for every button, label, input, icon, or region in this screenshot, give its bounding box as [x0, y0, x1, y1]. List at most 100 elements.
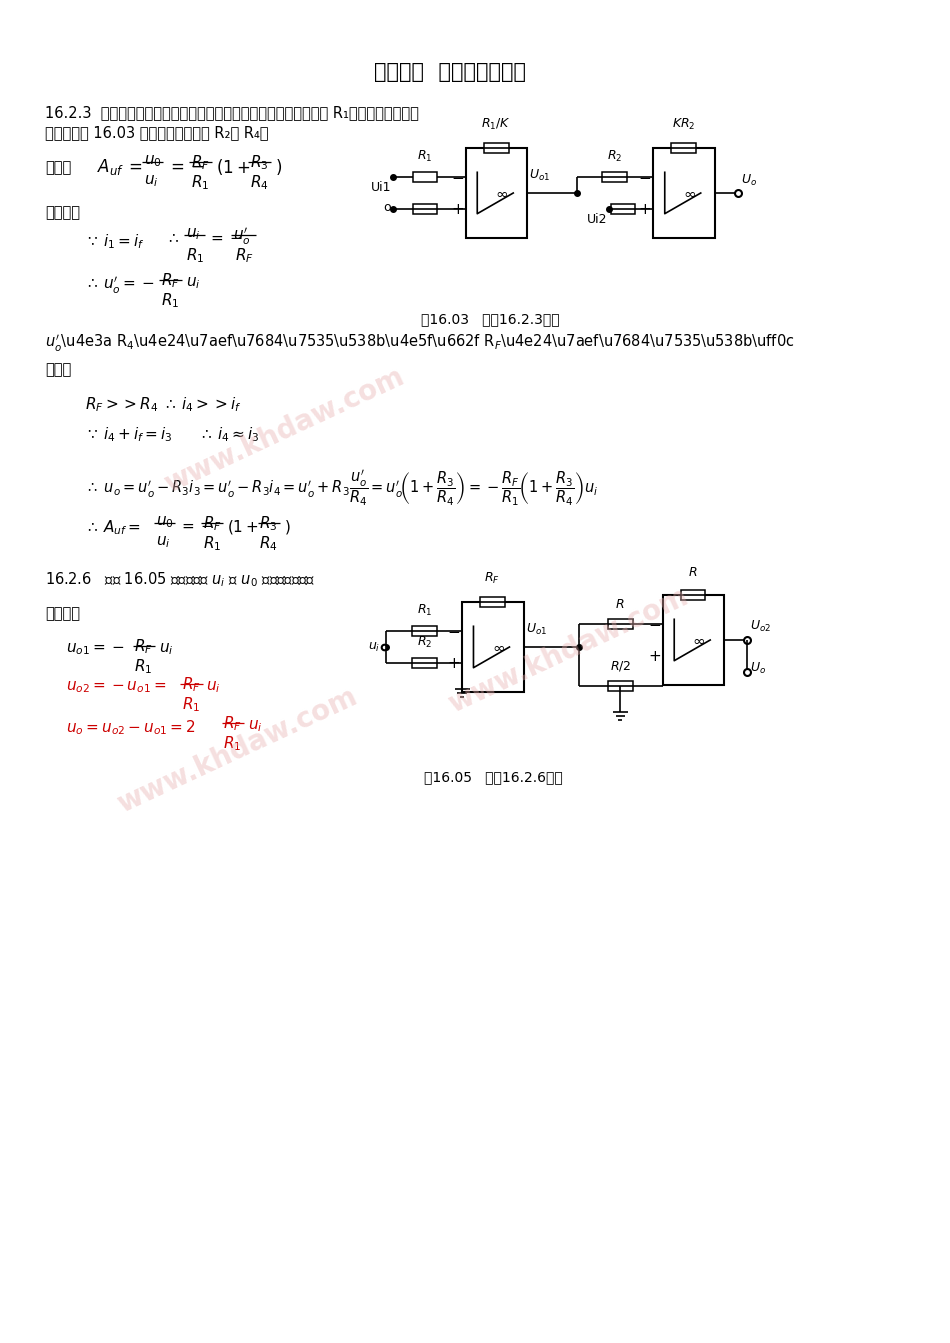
Text: $\infty$: $\infty$	[495, 185, 508, 200]
Bar	[480, 598, 504, 607]
Text: $R_1$: $R_1$	[416, 603, 432, 618]
Text: $R_F$: $R_F$	[223, 714, 242, 733]
Bar	[672, 142, 696, 153]
Bar	[608, 619, 633, 629]
Text: $= -$: $= -$	[179, 518, 214, 533]
Text: $= -$: $= -$	[208, 230, 243, 244]
Text: $R_F$: $R_F$	[161, 271, 180, 290]
Text: $u_{o2} = -u_{o1} =$: $u_{o2} = -u_{o1} =$	[66, 680, 166, 694]
Text: 试证：: 试证：	[46, 160, 71, 175]
Text: $R_4$: $R_4$	[259, 535, 278, 553]
Text: $-$: $-$	[451, 169, 464, 184]
Text: $u_i$: $u_i$	[248, 719, 262, 733]
Text: $\therefore$: $\therefore$	[165, 230, 180, 244]
Bar	[654, 148, 715, 238]
Text: $= -$: $= -$	[166, 157, 204, 175]
Text: $+$: $+$	[447, 655, 460, 670]
Text: $R_F$: $R_F$	[135, 637, 153, 655]
Text: 內16.03   习顉16.2.3的图: 內16.03 习顉16.2.3的图	[422, 312, 560, 326]
Text: 16.2.3  为了获得较高的电压放大倍数，而又可避免采用高阻值电阻 R₁，将反相比例运算: 16.2.3 为了获得较高的电压放大倍数，而又可避免采用高阻值电阻 R₁，将反相…	[46, 105, 419, 120]
Text: $\because\, i_1 = i_f$: $\because\, i_1 = i_f$	[86, 232, 144, 251]
Text: $R_F$: $R_F$	[191, 153, 210, 172]
Text: $(1+$: $(1+$	[216, 157, 251, 177]
Text: $u_0$: $u_0$	[144, 153, 162, 169]
Bar	[681, 590, 706, 600]
Text: www.khdaw.com: www.khdaw.com	[444, 582, 693, 719]
Bar	[602, 172, 627, 181]
Text: Ui2: Ui2	[586, 214, 607, 226]
Text: 电路改为图 16.03 所示的电路，并设 R₂》 R₄，: 电路改为图 16.03 所示的电路，并设 R₂》 R₄，	[46, 125, 269, 140]
Text: $U_{o1}$: $U_{o1}$	[525, 622, 547, 637]
Text: $R_1$: $R_1$	[202, 535, 221, 553]
Bar	[462, 602, 523, 692]
Text: $\therefore\, A_{uf} =$: $\therefore\, A_{uf} =$	[86, 518, 141, 537]
Text: $\therefore\, i_4 \approx i_3$: $\therefore\, i_4 \approx i_3$	[199, 424, 259, 443]
Text: $R_2$: $R_2$	[417, 635, 432, 650]
Text: $\infty$: $\infty$	[491, 639, 504, 654]
Text: $\because\, i_4 + i_f = i_3$: $\because\, i_4 + i_f = i_3$	[86, 424, 173, 443]
Text: $R/2$: $R/2$	[610, 659, 631, 673]
Text: $-$: $-$	[638, 169, 652, 184]
Bar	[412, 626, 437, 635]
Text: 「证」：: 「证」：	[46, 205, 81, 220]
Text: $R_1/K$: $R_1/K$	[482, 117, 511, 132]
Text: $u_i$: $u_i$	[206, 680, 221, 694]
Text: 16.2.6   求图 16.05 所示电路的 $u_i$ 与 $u_0$ 的运算关系式。: 16.2.6 求图 16.05 所示电路的 $u_i$ 与 $u_0$ 的运算关…	[46, 569, 315, 588]
Text: $u_o = u_{o2} - u_{o1} = 2$: $u_o = u_{o2} - u_{o1} = 2$	[66, 719, 196, 737]
Text: 內16.05   习顉16.2.6的图: 內16.05 习顉16.2.6的图	[425, 770, 563, 784]
Text: $u_0$: $u_0$	[156, 514, 174, 529]
Text: www.khdaw.com: www.khdaw.com	[160, 363, 408, 498]
Text: $=$: $=$	[125, 157, 142, 175]
Text: $-$: $-$	[447, 623, 460, 638]
Bar	[412, 658, 437, 669]
Text: $U_o$: $U_o$	[750, 661, 766, 676]
Text: $u_{o1} = -$: $u_{o1} = -$	[66, 641, 124, 657]
Text: $R_1$: $R_1$	[417, 149, 433, 164]
Bar	[466, 148, 527, 238]
Text: $R_1$: $R_1$	[223, 735, 242, 752]
Bar	[663, 595, 725, 685]
Text: $u_i$: $u_i$	[369, 641, 381, 654]
Text: $-$: $-$	[648, 616, 661, 631]
Text: $U_o$: $U_o$	[740, 173, 756, 188]
Text: $R_3$: $R_3$	[259, 514, 278, 533]
Bar	[608, 681, 633, 692]
Text: $u_i$: $u_i$	[144, 173, 159, 189]
Text: Ui1: Ui1	[370, 181, 391, 193]
Text: $u_o'$: $u_o'$	[233, 226, 251, 247]
Text: $\infty$: $\infty$	[693, 633, 705, 647]
Text: $R_1$: $R_1$	[181, 694, 200, 713]
Text: $R$: $R$	[616, 598, 625, 611]
Text: $u_i$: $u_i$	[159, 641, 174, 657]
Text: $A_{uf}$: $A_{uf}$	[97, 157, 124, 177]
Text: $\infty$: $\infty$	[683, 185, 696, 200]
Bar	[611, 204, 636, 214]
Text: $R_4$: $R_4$	[250, 173, 269, 192]
Text: $R_F$: $R_F$	[181, 676, 200, 694]
Text: $+$: $+$	[451, 201, 464, 216]
Text: $R_F$: $R_F$	[202, 514, 221, 533]
Text: $+$: $+$	[638, 201, 652, 216]
Text: $u_i$: $u_i$	[156, 535, 171, 549]
Bar	[413, 204, 438, 214]
Text: $R_F$: $R_F$	[484, 571, 501, 586]
Text: $R_F$: $R_F$	[235, 246, 254, 265]
Text: $R_F >> R_4$: $R_F >> R_4$	[86, 395, 159, 414]
Text: $)$: $)$	[275, 157, 282, 177]
Text: $R$: $R$	[689, 565, 698, 579]
Text: $U_{o1}$: $U_{o1}$	[529, 168, 551, 183]
Text: $R_1$: $R_1$	[191, 173, 210, 192]
Text: o: o	[384, 200, 391, 214]
Text: 又有：: 又有：	[46, 363, 71, 377]
Text: $KR_2$: $KR_2$	[672, 117, 695, 132]
Text: $R_3$: $R_3$	[250, 153, 269, 172]
Text: $\therefore\, u_o' = -$: $\therefore\, u_o' = -$	[86, 275, 155, 295]
Text: $u_o'$\u4e3a R$_4$\u4e24\u7aef\u7684\u7535\u538b\u4e5f\u662f R$_F$\u4e24\u7aef\u: $u_o'$\u4e3a R$_4$\u4e24\u7aef\u7684\u75…	[46, 333, 795, 355]
Text: 第十六章  集成运算放大器: 第十六章 集成运算放大器	[373, 62, 525, 82]
Text: $\therefore\; u_o = u_o' - R_3 i_3 = u_o' - R_3 i_4 = u_o' + R_3\dfrac{u_o'}{R_4: $\therefore\; u_o = u_o' - R_3 i_3 = u_o…	[86, 467, 598, 509]
Text: $R_2$: $R_2$	[607, 149, 622, 164]
Bar	[413, 172, 438, 181]
Text: $R_1$: $R_1$	[185, 246, 204, 265]
Text: $(1+$: $(1+$	[227, 518, 259, 536]
Text: 「解」：: 「解」：	[46, 606, 81, 620]
